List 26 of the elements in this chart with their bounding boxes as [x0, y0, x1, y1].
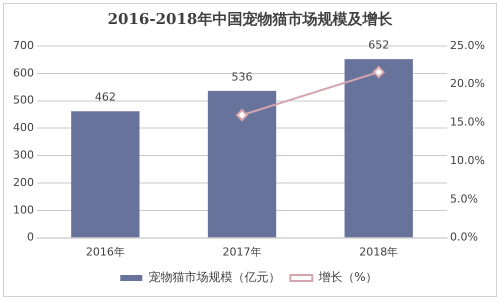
- x-tick-label: 2016年: [86, 245, 125, 258]
- y2-tick-label: 20.0%: [450, 77, 486, 90]
- x-tick-label: 2017年: [222, 245, 262, 258]
- y-tick-label: 0: [26, 230, 34, 244]
- y2-tick-label: 15.0%: [450, 116, 486, 129]
- x-tick-label: 2018年: [359, 245, 398, 258]
- y-tick-label: 100: [12, 203, 34, 216]
- legend-label: 宠物猫市场规模（亿元）: [148, 270, 280, 284]
- data-label: 536: [232, 70, 253, 84]
- y-tick-label: 400: [12, 121, 34, 134]
- legend-label: 增长（%）: [317, 270, 378, 284]
- y-tick-label: 700: [12, 38, 34, 52]
- y-tick-label: 600: [12, 66, 34, 80]
- bar: [71, 111, 140, 238]
- data-label: 652: [368, 38, 390, 52]
- y2-tick-label: 0.0%: [450, 230, 478, 244]
- bar: [208, 90, 276, 238]
- y2-tick-label: 5.0%: [450, 192, 478, 206]
- chart-title: 2016-2018年中国宠物猫市场规模及增长: [106, 10, 394, 29]
- y-tick-label: 500: [12, 94, 34, 107]
- data-label: 462: [94, 90, 116, 104]
- y2-tick-label: 10.0%: [450, 154, 486, 167]
- y-tick-label: 300: [12, 148, 34, 162]
- bar: [344, 59, 413, 238]
- y-tick-label: 200: [12, 176, 34, 189]
- y2-tick-label: 25.0%: [450, 38, 486, 52]
